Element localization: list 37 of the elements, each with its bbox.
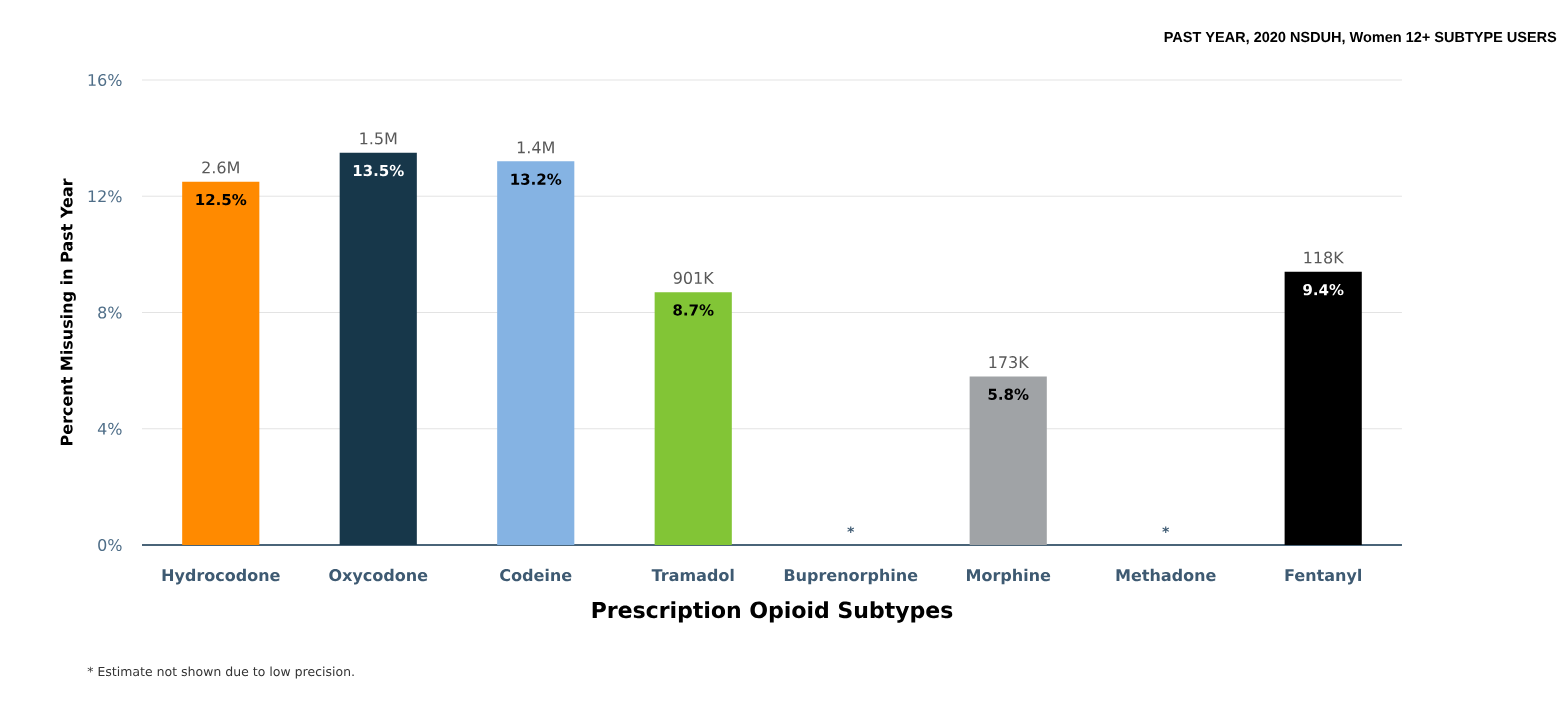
y-tick-label: 16% [88, 73, 122, 87]
data-label: 13.2% [511, 173, 562, 185]
annotation: 901K [673, 271, 715, 284]
annotation: 118K [1304, 251, 1345, 264]
text: * [847, 526, 855, 533]
x-tick-label: Hydrocodone [162, 568, 280, 585]
data-label: 13.5% [353, 164, 404, 177]
chart-subtitle: PAST YEAR, 2020 NSDUH, Women 12+ SUBTYPE USERS [1164, 31, 1557, 45]
annotation: 2.6M [202, 161, 239, 174]
y-tick-label: 12% [88, 190, 122, 203]
x-tick-label: Fentanyl [1285, 568, 1361, 585]
data-label: 8.7% [673, 304, 714, 316]
x-tick-label: Codeine [500, 568, 572, 582]
x-tick-label: Buprenorphine [784, 568, 918, 585]
bar [497, 161, 575, 545]
text: * Estimate not shown due to low precision. [87, 666, 354, 679]
y-tick-label: 4% [97, 422, 122, 435]
bar [654, 292, 732, 545]
annotation: 1.4M [517, 141, 554, 154]
y-tick-label: 0% [98, 538, 122, 552]
x-axis-title: Prescription Opioid Subtypes [592, 601, 953, 623]
y-axis-title: Percent Misusing in Past Year [60, 178, 76, 446]
x-tick-label: Morphine [967, 568, 1051, 585]
bar [182, 181, 260, 545]
x-tick-label: Oxycodone [329, 568, 428, 585]
annotation: 1.5M [360, 132, 397, 145]
x-tick-label: Tramadol [651, 568, 734, 582]
x-tick-label: Methadone [1116, 568, 1216, 582]
data-label: 5.8% [988, 388, 1029, 400]
text: * [1162, 526, 1170, 533]
bar [1284, 271, 1362, 545]
y-tick-label: 8% [98, 306, 122, 319]
bar [969, 376, 1047, 545]
bar [339, 152, 417, 545]
data-label: 9.4% [1303, 283, 1344, 296]
data-label: 12.5% [196, 193, 247, 206]
annotation: 173K [989, 356, 1030, 369]
